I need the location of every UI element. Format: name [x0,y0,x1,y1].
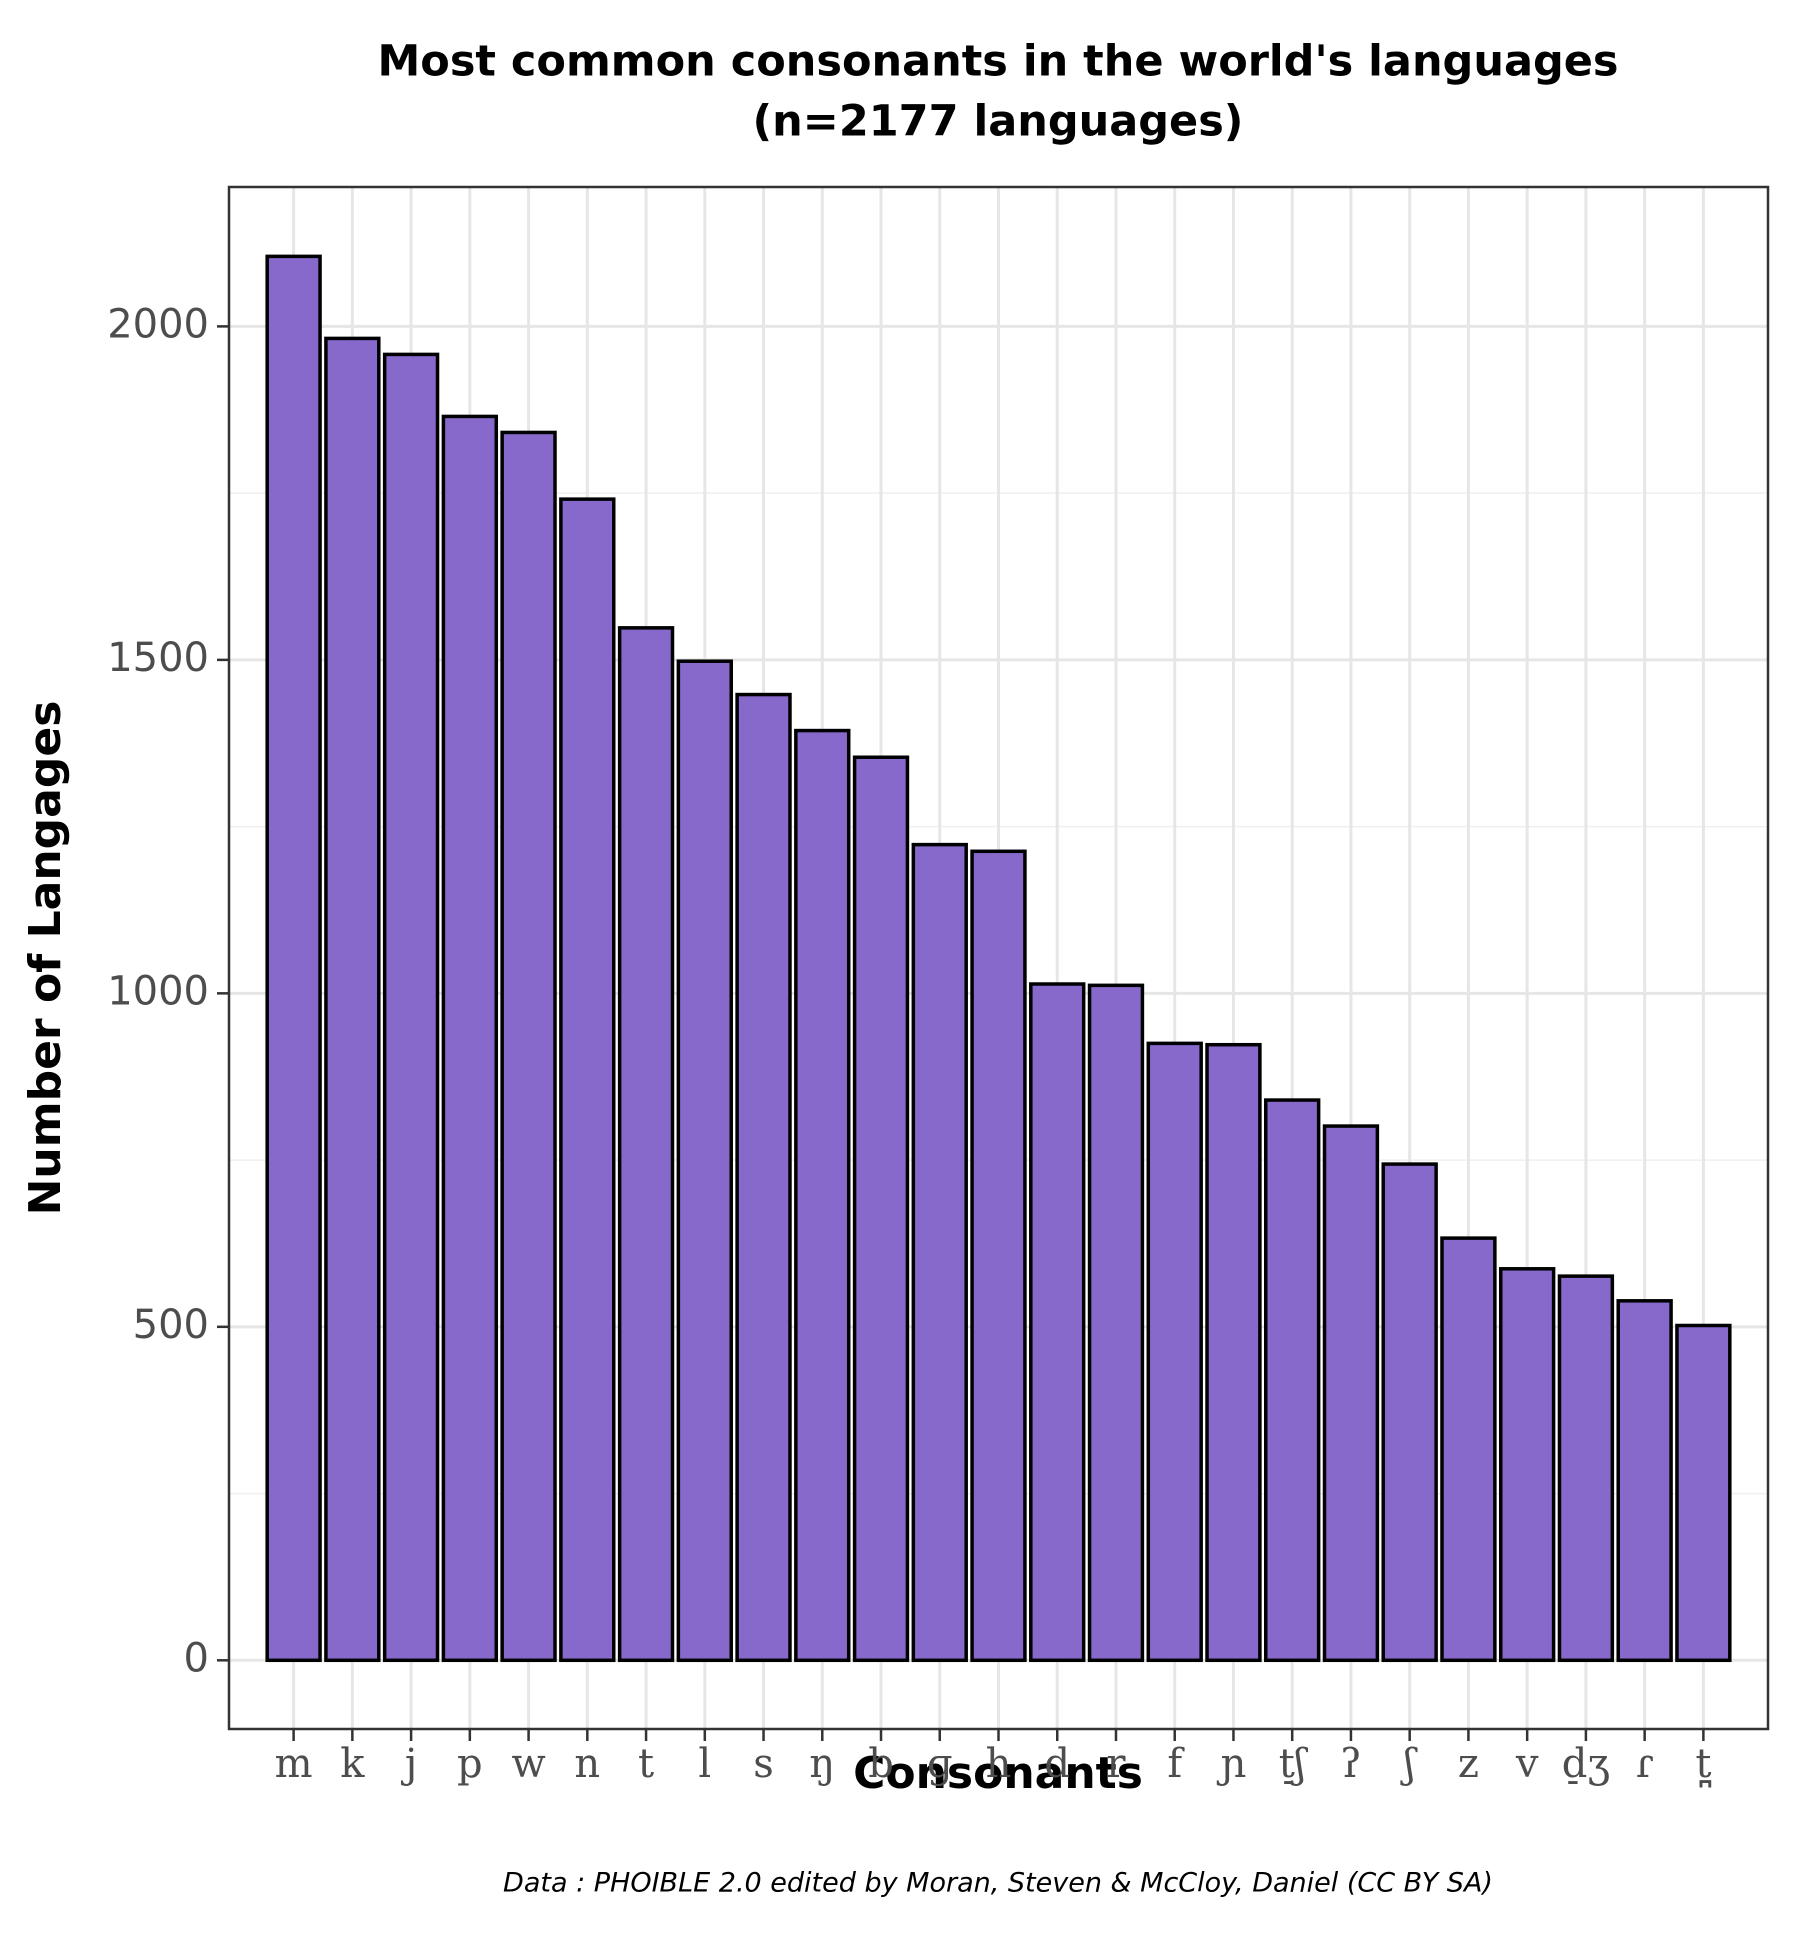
bar [1146,1041,1203,1663]
x-tick-label: m [275,1741,313,1787]
y-tick-label: 0 [184,1635,209,1681]
x-tick-label: s [753,1741,774,1787]
bar [1029,982,1086,1663]
x-tick-label: j [401,1741,417,1787]
bar [500,430,557,1663]
bar [735,692,792,1663]
bar [1264,1098,1321,1663]
x-tick-label: ʔ [1340,1741,1361,1787]
bar [617,626,675,1663]
bar [794,728,851,1663]
x-tick-label: f [1167,1741,1185,1787]
bar [1381,1162,1438,1663]
x-tick-label: n [574,1741,600,1787]
x-tick-label: k [340,1741,365,1787]
x-tick-label: ʃ [1400,1741,1418,1787]
y-axis-title: Number of Langages [20,701,71,1216]
y-tick-label: 2000 [107,301,209,347]
caption: Data : PHOIBLE 2.0 edited by Moran, Stev… [503,1868,1493,1899]
bar [1322,1124,1380,1663]
x-tick-label: ɡ [927,1741,953,1787]
x-tick-label: ŋ [809,1741,835,1787]
x-tick-label: b [868,1741,894,1787]
bar [265,254,322,1663]
x-tick-label: d̠ʒ [1562,1741,1610,1787]
x-tick-label: h [986,1741,1012,1787]
bar [382,352,440,1663]
bar [911,842,968,1663]
x-tick-label: w [511,1741,545,1787]
x-axis-title: Consonants [853,1748,1143,1799]
x-tick-label: v [1515,1741,1539,1787]
bar [1675,1323,1732,1663]
bar [324,336,381,1663]
bar [1498,1267,1556,1663]
bar [970,849,1027,1663]
x-tick-label: l [698,1741,711,1787]
bar [1440,1236,1497,1663]
x-tick-label: p [457,1741,483,1787]
bar [441,414,499,1663]
x-tick-label: r [1106,1741,1126,1787]
y-tick-label: 500 [133,1302,209,1348]
bar [1205,1042,1262,1663]
bar [676,659,733,1663]
x-tick-label: t̠ʃ [1279,1741,1309,1787]
bar [559,497,616,1663]
bar [1557,1274,1615,1663]
x-tick-label: t̪ [1695,1741,1711,1788]
y-tick-label: 1500 [107,635,209,681]
x-tick-label: ɾ [1636,1741,1654,1787]
x-tick-label: t [638,1741,654,1787]
y-tick-label: 1000 [107,968,209,1014]
panel-border [227,185,1770,1731]
x-tick-label: d [1044,1741,1070,1787]
x-tick-label: z [1458,1741,1479,1787]
chart-title: Most common consonants in the world's la… [377,37,1618,87]
chart-subtitle: (n=2177 languages) [753,97,1244,147]
bar [1087,983,1145,1663]
bar [1616,1299,1673,1663]
x-tick-label: ɲ [1217,1741,1247,1787]
bar [852,755,910,1663]
